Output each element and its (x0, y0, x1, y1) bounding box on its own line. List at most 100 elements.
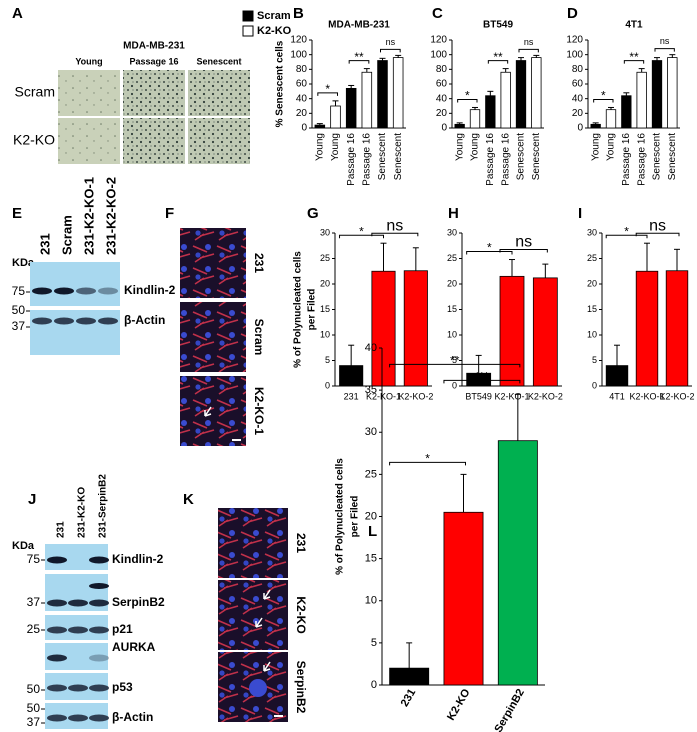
significance-label: ns (386, 217, 403, 234)
bar (621, 95, 632, 129)
y-tick-label: 60 (296, 79, 308, 90)
x-tick-label: K2-KO-2 (528, 391, 563, 401)
lane-label: 231-K2-KO (77, 487, 88, 538)
bar (532, 277, 558, 387)
marker-label: 75 (27, 552, 41, 566)
row-label: SerpinB2 (294, 661, 308, 714)
band (54, 317, 74, 325)
y-tick-label: 5 (592, 355, 597, 365)
y-tick-label: 20 (447, 278, 457, 288)
arrow (204, 406, 212, 417)
bar (531, 57, 542, 129)
panel-title: MDA-MB-231 (123, 41, 185, 52)
panel-letter: I (578, 205, 582, 222)
y-tick-label: 10 (320, 329, 330, 339)
bar (590, 123, 601, 129)
y-tick-label: 5 (325, 355, 330, 365)
row-label: K2-KO-1 (252, 387, 266, 435)
row-label: K2-KO (13, 132, 55, 148)
y-tick-label: 15 (365, 553, 377, 565)
x-tick-label: Senescent (531, 133, 542, 180)
significance-bracket (380, 48, 401, 53)
x-tick-label: Young (470, 133, 481, 161)
bar (371, 270, 396, 387)
micrograph (180, 376, 246, 446)
bar (635, 270, 659, 387)
band (68, 626, 88, 634)
significance-bracket (443, 379, 521, 384)
y-tick-label: 40 (365, 342, 377, 354)
x-tick-label: Senescent (393, 133, 404, 180)
significance-label: ns (649, 217, 666, 234)
panel-letter: H (448, 205, 459, 222)
bar (345, 88, 357, 129)
row-label: K2-KO (294, 596, 308, 633)
significance-bracket (466, 251, 513, 255)
band (68, 599, 88, 607)
significance-bracket (339, 234, 384, 239)
x-tick-label: Passage 16 (485, 133, 496, 186)
y-axis-label: % of Polynucleated cells (335, 458, 346, 575)
panel-letter: B (293, 5, 304, 22)
band-label: p53 (112, 680, 133, 694)
band (76, 287, 96, 295)
row-label: 231 (294, 533, 308, 553)
y-tick-label: 5 (371, 637, 377, 649)
lane-label: 231-K2-KO-2 (103, 177, 118, 255)
marker-label: 25 (27, 622, 41, 636)
y-tick-label: 0 (441, 123, 447, 134)
significance-bracket (317, 92, 338, 96)
panel-letter: J (28, 491, 36, 508)
bar (403, 270, 428, 387)
x-tick-label: Senescent (667, 133, 678, 180)
x-tick-label: Passage 16 (621, 133, 632, 186)
chart-title: MDA-MB-231 (328, 20, 390, 31)
y-tick-label: 20 (572, 108, 584, 119)
y-tick-label: 10 (447, 329, 457, 339)
y-tick-label: 30 (587, 227, 597, 237)
band (47, 626, 67, 634)
x-tick-label: Young (314, 133, 325, 161)
significance-label: * (425, 452, 430, 466)
band-label: Kindlin-2 (124, 283, 176, 297)
band (68, 684, 88, 692)
bar (389, 667, 430, 686)
y-tick-label: 0 (301, 123, 307, 134)
y-tick-label: 40 (436, 93, 448, 104)
lane-label: 231-SerpinB2 (98, 474, 109, 538)
significance-bracket (654, 48, 675, 52)
micrograph (58, 118, 120, 164)
y-axis-label: per Filed (350, 496, 361, 538)
band (98, 317, 118, 325)
significance-bracket (499, 249, 548, 253)
significance-bracket (348, 60, 370, 64)
chart-title: 4T1 (625, 20, 643, 31)
panel-letter: G (307, 205, 319, 222)
bar (469, 109, 481, 129)
band-label: p21 (112, 622, 133, 636)
band (89, 626, 109, 634)
blot (30, 262, 120, 306)
significance-label: * (487, 241, 492, 255)
band (68, 714, 88, 722)
band-label: Kindlin-2 (112, 552, 164, 566)
y-tick-label: 0 (371, 679, 377, 691)
significance-bracket (487, 60, 509, 64)
y-tick-label: 15 (587, 304, 597, 314)
bar (485, 95, 496, 129)
marker-label: 50 (12, 303, 26, 317)
x-tick-label: K2-KO-1 (629, 391, 664, 401)
significance-bracket (593, 98, 614, 103)
y-tick-label: 0 (325, 380, 330, 390)
column-header: Passage 16 (129, 56, 178, 66)
column-header: Young (75, 56, 102, 66)
x-tick-label: 231 (399, 687, 419, 709)
bar (443, 511, 484, 686)
x-tick-label: Senescent (516, 133, 527, 180)
band (89, 556, 109, 564)
bar (361, 71, 373, 129)
y-tick-label: 100 (290, 49, 307, 60)
significance-label: ns (660, 36, 670, 46)
significance-bracket (605, 234, 648, 239)
lane-label: 231 (37, 233, 52, 255)
